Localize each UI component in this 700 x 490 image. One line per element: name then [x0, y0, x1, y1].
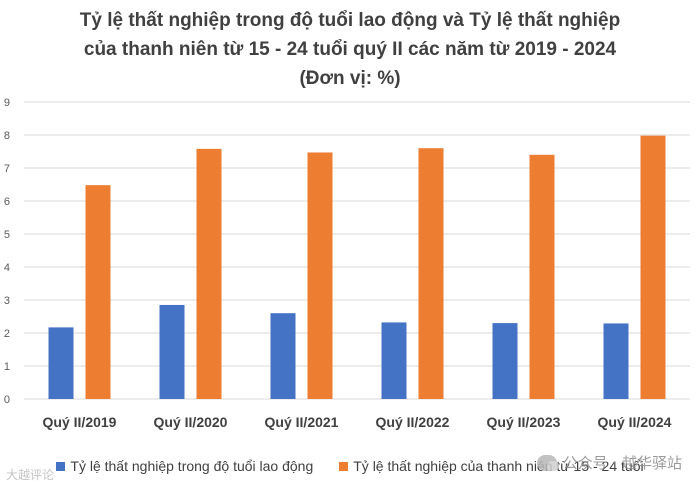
y-tick-label: 3 [4, 295, 10, 307]
bar-series-2 [307, 152, 333, 399]
bar-series-1 [381, 322, 407, 399]
chart-unit-label: (Đơn vị: %) [299, 68, 401, 89]
y-tick-label: 1 [4, 361, 10, 373]
legend-swatch-series-1 [56, 461, 66, 471]
x-tick-label: Quý II/2020 [154, 414, 228, 430]
y-tick-label: 7 [4, 163, 10, 175]
wechat-icon [536, 454, 559, 471]
y-tick-label: 0 [4, 394, 10, 406]
x-tick-label: Quý II/2024 [598, 414, 672, 430]
y-tick-label: 9 [4, 97, 10, 109]
x-tick-label: Quý II/2021 [265, 414, 339, 430]
chart-title-line-1: Tỷ lệ thất nghiệp trong độ tuổi lao động… [79, 10, 621, 31]
bar-series-1 [48, 327, 74, 399]
x-tick-label: Quý II/2019 [43, 414, 117, 430]
x-tick-label: Quý II/2022 [376, 414, 450, 430]
watermark-source: 大越评论 [6, 468, 55, 482]
bar-series-1 [159, 304, 185, 399]
y-tick-label: 8 [4, 130, 10, 142]
legend-label-series-2: Tỷ lệ thất nghiệp của thanh niên từ 15 -… [353, 458, 644, 474]
bar-series-2 [640, 135, 666, 399]
y-tick-label: 6 [4, 196, 10, 208]
bar-series-1 [603, 323, 629, 399]
bar-series-2 [529, 154, 555, 399]
y-tick-label: 4 [4, 262, 10, 274]
watermark-right-text: 公众号 · 越华驿站 [562, 454, 682, 472]
bar-chart: 0 1 2 3 4 5 6 7 8 9 Quý II/2019 Quý II/2020 Quý II/2… [4, 97, 690, 430]
watermark-wechat: 公众号 · 越华驿站 [536, 452, 682, 473]
y-tick-label: 2 [4, 328, 10, 340]
chart-title-line-2: của thanh niên từ 15 - 24 tuổi quý II cá… [83, 39, 617, 60]
y-tick-label: 5 [4, 229, 10, 241]
legend-swatch-series-2 [339, 461, 349, 471]
legend-item-series-2: Tỷ lệ thất nghiệp của thanh niên từ 15 -… [339, 458, 644, 474]
bar-series-2 [85, 185, 111, 399]
legend-label-series-1: Tỷ lệ thất nghiệp trong độ tuổi lao động [70, 458, 314, 474]
bar-series-2 [418, 148, 444, 399]
chart-legend: Tỷ lệ thất nghiệp trong độ tuổi lao động… [0, 458, 700, 474]
bar-series-1 [270, 313, 296, 399]
x-tick-label: Quý II/2023 [487, 414, 561, 430]
bar-series-2 [196, 148, 222, 399]
bar-series-1 [492, 323, 518, 399]
chart-title: Tỷ lệ thất nghiệp trong độ tuổi lao động… [0, 6, 700, 93]
legend-item-series-1: Tỷ lệ thất nghiệp trong độ tuổi lao động [56, 458, 313, 474]
